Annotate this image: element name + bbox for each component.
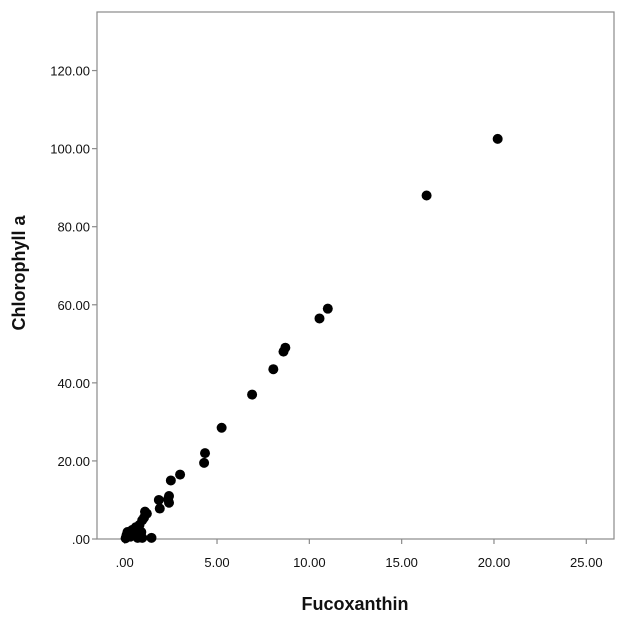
y-tick-label: 120.00 [50, 64, 90, 79]
data-point [280, 342, 291, 353]
data-point [165, 475, 176, 486]
data-point [141, 508, 152, 519]
y-tick-label: 20.00 [57, 454, 90, 469]
y-tick-label: 60.00 [57, 298, 90, 313]
data-point [314, 313, 325, 324]
data-point [164, 491, 175, 502]
data-point [137, 532, 148, 543]
data-point [199, 457, 210, 468]
y-tick-label: 100.00 [50, 142, 90, 157]
y-tick-label: 40.00 [57, 376, 90, 391]
x-axis: .00 5.00 10.00 15.00 20.00 25.00 [116, 539, 603, 570]
x-tick-label: 15.00 [385, 555, 418, 570]
data-point [153, 494, 164, 505]
data-point [216, 422, 227, 433]
y-axis: .00 20.00 40.00 60.00 80.00 100.00 120.00 [50, 64, 97, 547]
data-point [146, 532, 157, 543]
x-axis-title: Fucoxanthin [302, 594, 409, 614]
data-point [247, 389, 258, 400]
y-tick-label: .00 [72, 532, 90, 547]
data-point [268, 364, 279, 375]
data-point [421, 190, 432, 201]
data-point [175, 469, 186, 480]
x-tick-label: 25.00 [570, 555, 603, 570]
data-points [120, 133, 503, 544]
data-point [154, 503, 165, 514]
data-point [492, 133, 503, 144]
data-point [200, 448, 211, 459]
data-point [322, 303, 333, 314]
x-tick-label: .00 [116, 555, 134, 570]
y-tick-label: 80.00 [57, 220, 90, 235]
plot-frame [96, 11, 615, 540]
y-axis-title: Chlorophyll a [9, 215, 29, 331]
x-tick-label: 5.00 [204, 555, 229, 570]
x-tick-label: 20.00 [478, 555, 511, 570]
x-tick-label: 10.00 [293, 555, 326, 570]
